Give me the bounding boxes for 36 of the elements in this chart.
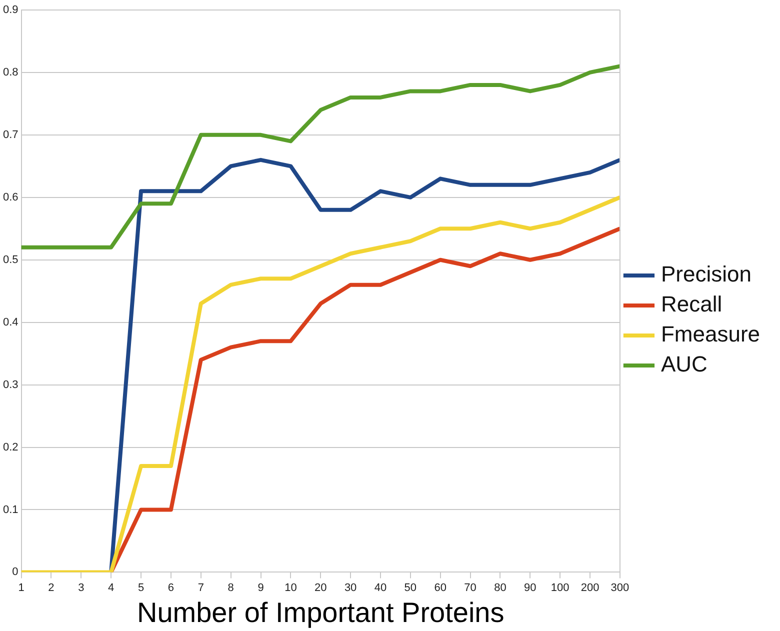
x-tick-label: 20	[314, 582, 327, 594]
x-axis-title: Number of Important Proteins	[136, 596, 504, 628]
y-tick-label: 0.7	[2, 128, 18, 141]
x-tick-label: 100	[550, 582, 570, 594]
x-tick-label: 4	[108, 582, 114, 594]
y-tick-label: 0.1	[2, 504, 18, 516]
x-tick-label: 30	[344, 582, 357, 594]
x-tick-label: 80	[494, 582, 506, 594]
x-tick-label: 40	[374, 582, 387, 594]
y-tick-label: 0.9	[2, 4, 18, 16]
x-tick-label: 90	[524, 582, 536, 594]
y-tick-label: 0.6	[2, 191, 18, 204]
x-tick-label: 8	[228, 582, 234, 594]
y-tick-label: 0.5	[2, 254, 18, 266]
y-tick-label: 0.4	[2, 316, 18, 328]
x-tick-label: 50	[404, 582, 417, 594]
legend-label: AUC	[660, 352, 708, 377]
x-tick-label: 6	[168, 582, 174, 594]
x-tick-label: 1	[18, 582, 24, 594]
x-tick-label: 60	[434, 582, 446, 594]
x-tick-label: 300	[610, 582, 630, 594]
x-tick-label: 3	[78, 582, 84, 594]
x-tick-label: 10	[284, 582, 297, 594]
x-tick-label: 7	[198, 582, 204, 594]
legend-label: Fmeasure	[660, 322, 760, 347]
y-tick-label: 0	[12, 566, 18, 578]
x-tick-label: 200	[580, 582, 600, 594]
x-tick-label: 5	[138, 582, 144, 594]
legend-label: Recall	[660, 292, 722, 317]
y-tick-label: 0.3	[2, 378, 18, 391]
x-tick-label: 70	[464, 582, 476, 594]
y-tick-label: 0.8	[2, 66, 18, 78]
y-tick-label: 0.2	[2, 441, 18, 454]
legend-label: Precision	[660, 262, 752, 287]
x-tick-label: 9	[258, 582, 264, 594]
x-tick-label: 2	[48, 582, 54, 594]
